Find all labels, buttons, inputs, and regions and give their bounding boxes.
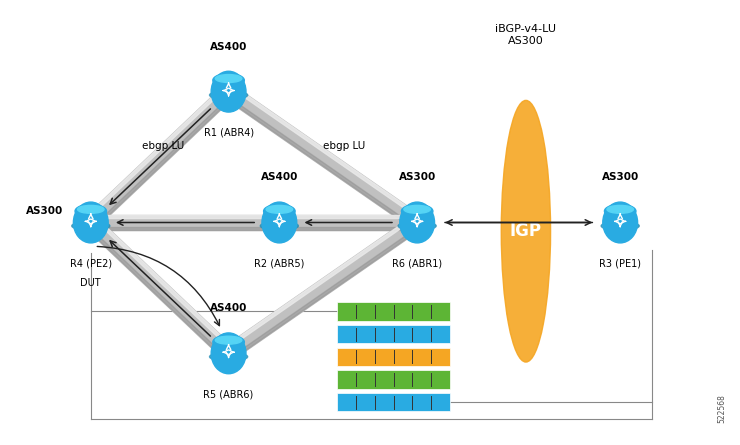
Polygon shape bbox=[224, 216, 422, 360]
Ellipse shape bbox=[221, 345, 237, 361]
Ellipse shape bbox=[75, 204, 107, 218]
Ellipse shape bbox=[398, 221, 436, 231]
Text: AS400: AS400 bbox=[210, 303, 247, 313]
Text: R2 (ABR5): R2 (ABR5) bbox=[254, 258, 305, 268]
Ellipse shape bbox=[221, 84, 237, 100]
Polygon shape bbox=[231, 85, 421, 219]
Ellipse shape bbox=[266, 206, 292, 213]
Text: 522568: 522568 bbox=[718, 394, 727, 423]
Ellipse shape bbox=[262, 202, 297, 243]
Text: ebgp LU: ebgp LU bbox=[323, 141, 366, 151]
Ellipse shape bbox=[260, 221, 298, 231]
Text: AS300: AS300 bbox=[27, 206, 64, 216]
Ellipse shape bbox=[409, 214, 425, 231]
Polygon shape bbox=[280, 214, 417, 231]
Text: R1 (ABR4): R1 (ABR4) bbox=[204, 127, 254, 138]
Text: R3 (PE1): R3 (PE1) bbox=[599, 258, 641, 268]
Ellipse shape bbox=[83, 214, 98, 231]
Ellipse shape bbox=[209, 90, 248, 100]
Ellipse shape bbox=[83, 214, 98, 231]
Polygon shape bbox=[85, 86, 234, 228]
Text: ebgp LU: ebgp LU bbox=[142, 141, 184, 151]
Polygon shape bbox=[86, 86, 226, 219]
Polygon shape bbox=[280, 215, 417, 218]
Ellipse shape bbox=[83, 214, 98, 231]
Polygon shape bbox=[224, 95, 414, 229]
Ellipse shape bbox=[400, 202, 434, 243]
Polygon shape bbox=[231, 226, 421, 360]
Ellipse shape bbox=[213, 335, 244, 349]
Ellipse shape bbox=[409, 214, 425, 231]
Polygon shape bbox=[224, 216, 414, 350]
Text: R4 (PE2): R4 (PE2) bbox=[70, 258, 112, 268]
Ellipse shape bbox=[78, 206, 104, 213]
Text: iBGP-v4-LU
AS300: iBGP-v4-LU AS300 bbox=[495, 24, 556, 46]
Polygon shape bbox=[280, 227, 417, 230]
Ellipse shape bbox=[501, 101, 551, 362]
Polygon shape bbox=[85, 217, 234, 359]
Ellipse shape bbox=[607, 206, 633, 213]
Ellipse shape bbox=[272, 214, 287, 231]
Ellipse shape bbox=[605, 204, 636, 218]
Text: AS400: AS400 bbox=[210, 41, 247, 52]
Text: IGP: IGP bbox=[510, 222, 542, 240]
Ellipse shape bbox=[211, 71, 246, 112]
Text: DUT: DUT bbox=[81, 278, 101, 288]
Ellipse shape bbox=[211, 333, 246, 374]
Bar bbox=[337, 393, 450, 411]
Ellipse shape bbox=[409, 214, 425, 231]
Bar bbox=[337, 302, 450, 320]
Polygon shape bbox=[86, 226, 226, 359]
Ellipse shape bbox=[213, 73, 244, 87]
Bar bbox=[337, 348, 450, 366]
Polygon shape bbox=[91, 215, 280, 218]
Ellipse shape bbox=[601, 221, 639, 231]
Ellipse shape bbox=[272, 214, 287, 231]
Text: R6 (ABR1): R6 (ABR1) bbox=[392, 258, 443, 268]
Text: AS300: AS300 bbox=[602, 172, 639, 182]
Ellipse shape bbox=[603, 202, 638, 243]
Text: R5 (ABR6): R5 (ABR6) bbox=[204, 389, 254, 399]
Text: AS300: AS300 bbox=[399, 172, 436, 182]
Ellipse shape bbox=[263, 204, 295, 218]
Ellipse shape bbox=[215, 75, 242, 82]
Polygon shape bbox=[94, 217, 234, 350]
Polygon shape bbox=[91, 227, 280, 230]
Ellipse shape bbox=[73, 202, 108, 243]
Ellipse shape bbox=[209, 352, 248, 361]
FancyArrowPatch shape bbox=[97, 247, 220, 326]
Polygon shape bbox=[94, 95, 234, 228]
Text: AS400: AS400 bbox=[260, 172, 298, 182]
Polygon shape bbox=[91, 214, 280, 231]
Ellipse shape bbox=[404, 206, 431, 213]
Ellipse shape bbox=[221, 345, 237, 361]
Polygon shape bbox=[224, 85, 422, 229]
Bar bbox=[337, 325, 450, 343]
Ellipse shape bbox=[221, 84, 237, 100]
Ellipse shape bbox=[72, 221, 110, 231]
Ellipse shape bbox=[401, 204, 433, 218]
Bar bbox=[337, 370, 450, 388]
Ellipse shape bbox=[215, 336, 242, 344]
